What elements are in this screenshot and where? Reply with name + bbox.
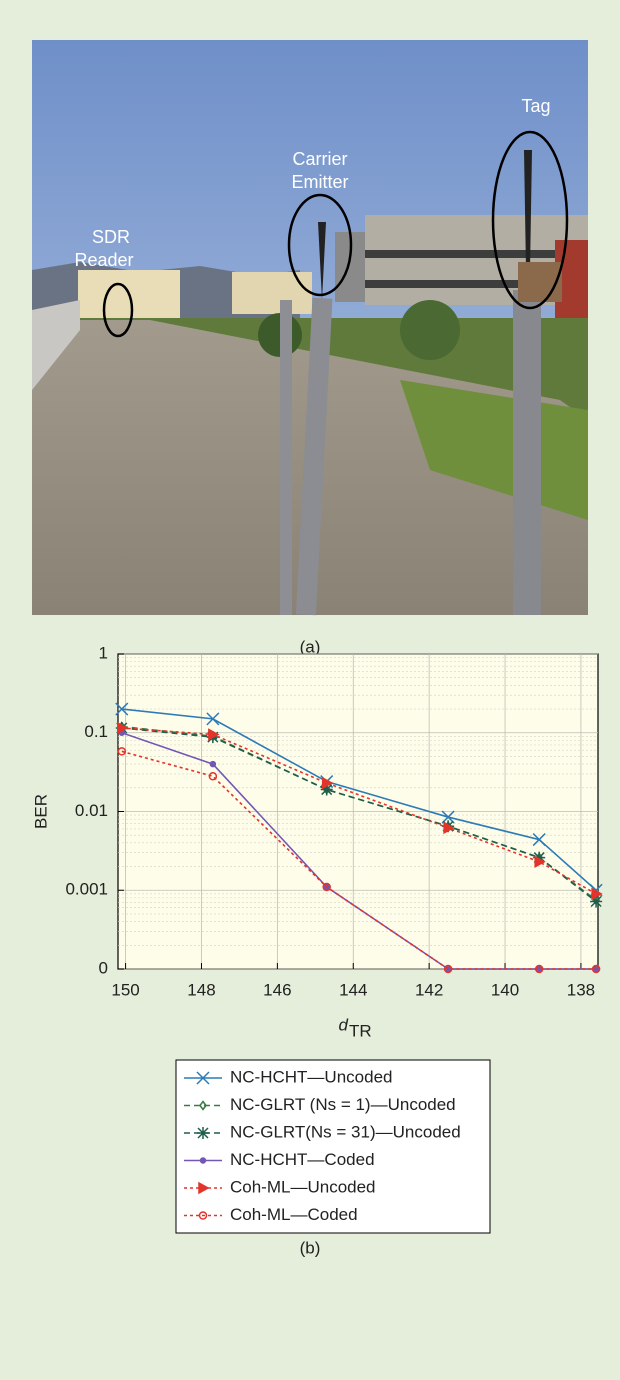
page: SDR Reader Carrier Emitter Tag (a) 00.00… [0, 0, 620, 1380]
marker [201, 1158, 206, 1163]
x-tick-label: 138 [567, 980, 595, 999]
legend-label: Coh-ML—Coded [230, 1205, 358, 1224]
legend: NC-HCHT—Uncoded NC-GLRT (Ns = 1)—Uncoded N… [176, 1060, 490, 1233]
legend-label: NC-GLRT (Ns = 1)—Uncoded [230, 1095, 456, 1114]
photo-label: Carrier [292, 149, 347, 169]
x-tick-label: 144 [339, 980, 367, 999]
legend-label: NC-HCHT—Coded [230, 1150, 375, 1169]
photo: SDR Reader Carrier Emitter Tag [32, 40, 588, 615]
y-tick-label: 0 [99, 958, 108, 977]
marker [197, 1127, 209, 1139]
legend-label: Coh-ML—Uncoded [230, 1177, 376, 1196]
legend-label: NC-HCHT—Uncoded [230, 1067, 392, 1086]
marker [210, 762, 215, 767]
photo-label: Reader [74, 250, 133, 270]
y-tick-label: 0.01 [75, 801, 108, 820]
legend-label: NC-GLRT(Ns = 31)—Uncoded [230, 1122, 461, 1141]
photo-label: Tag [521, 96, 550, 116]
x-tick-label: 148 [187, 980, 215, 999]
y-tick-label: 0.1 [84, 722, 108, 741]
caption: (b) [300, 1238, 321, 1257]
y-tick-label: 1 [99, 643, 108, 662]
y-axis-label: BER [31, 794, 50, 829]
y-tick-label: 0.001 [65, 880, 108, 899]
figure: SDR Reader Carrier Emitter Tag (a) 00.00… [0, 0, 620, 1380]
photo-label: SDR [92, 227, 130, 247]
photo-label: Emitter [291, 172, 348, 192]
x-tick-label: 146 [263, 980, 291, 999]
x-axis-label-sub: TR [349, 1021, 372, 1040]
x-axis-label: d [339, 1015, 349, 1034]
x-tick-label: 140 [491, 980, 519, 999]
x-tick-label: 142 [415, 980, 443, 999]
x-tick-label: 150 [111, 980, 139, 999]
